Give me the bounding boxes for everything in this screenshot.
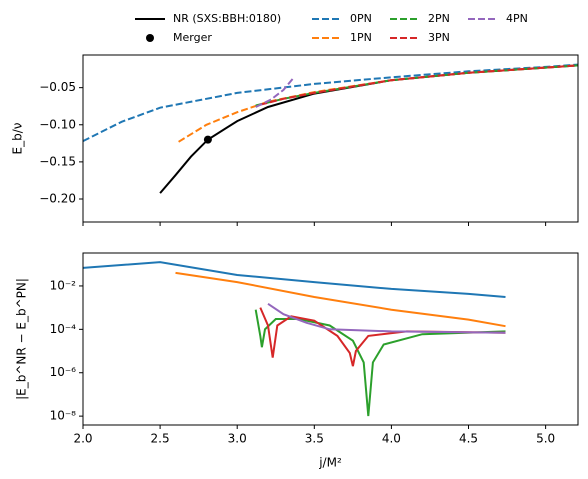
y-tick-label: 10⁻² (50, 278, 77, 292)
series-line (83, 261, 506, 298)
y-tick-label: 10⁻⁴ (50, 322, 77, 336)
axes-frame (82, 252, 579, 426)
x-tick-label: 5.0 (536, 432, 555, 446)
series-line (255, 78, 294, 108)
legend-marker (146, 34, 154, 42)
x-tick-label: 4.0 (382, 432, 401, 446)
legend-label: 3PN (428, 31, 450, 44)
legend-label: Merger (173, 31, 212, 44)
marker (203, 135, 212, 144)
series-line (83, 63, 578, 142)
legend-label: 2PN (428, 12, 450, 25)
series-line (255, 64, 578, 107)
y-tick-label: 10⁻⁶ (50, 365, 77, 379)
x-tick-label: 3.5 (305, 432, 324, 446)
series-line (260, 64, 578, 106)
x-axis-label: j/M² (318, 456, 342, 470)
series-line (259, 307, 506, 367)
axes-frame (82, 54, 579, 223)
series-line (267, 302, 506, 334)
series-line (178, 64, 578, 143)
y-tick-label: −0.20 (39, 191, 76, 205)
y-tick-label: −0.05 (39, 80, 76, 94)
y-axis-label: |E_b^NR − E_b^PN| (15, 278, 29, 400)
legend-label: 4PN (506, 12, 528, 25)
y-tick-label: −0.15 (39, 154, 76, 168)
legend-label: NR (SXS:BBH:0180) (173, 12, 281, 25)
legend-label: 0PN (350, 12, 372, 25)
x-tick-label: 2.0 (73, 432, 92, 446)
y-tick-label: 10⁻⁸ (50, 409, 77, 423)
y-tick-label: −0.10 (39, 117, 76, 131)
x-tick-label: 2.5 (151, 432, 170, 446)
y-axis-label: E_b/ν (11, 122, 25, 154)
series-line (254, 309, 506, 417)
legend-label: 1PN (350, 31, 372, 44)
x-tick-label: 4.5 (459, 432, 478, 446)
x-tick-label: 3.0 (228, 432, 247, 446)
series-line (175, 271, 506, 328)
